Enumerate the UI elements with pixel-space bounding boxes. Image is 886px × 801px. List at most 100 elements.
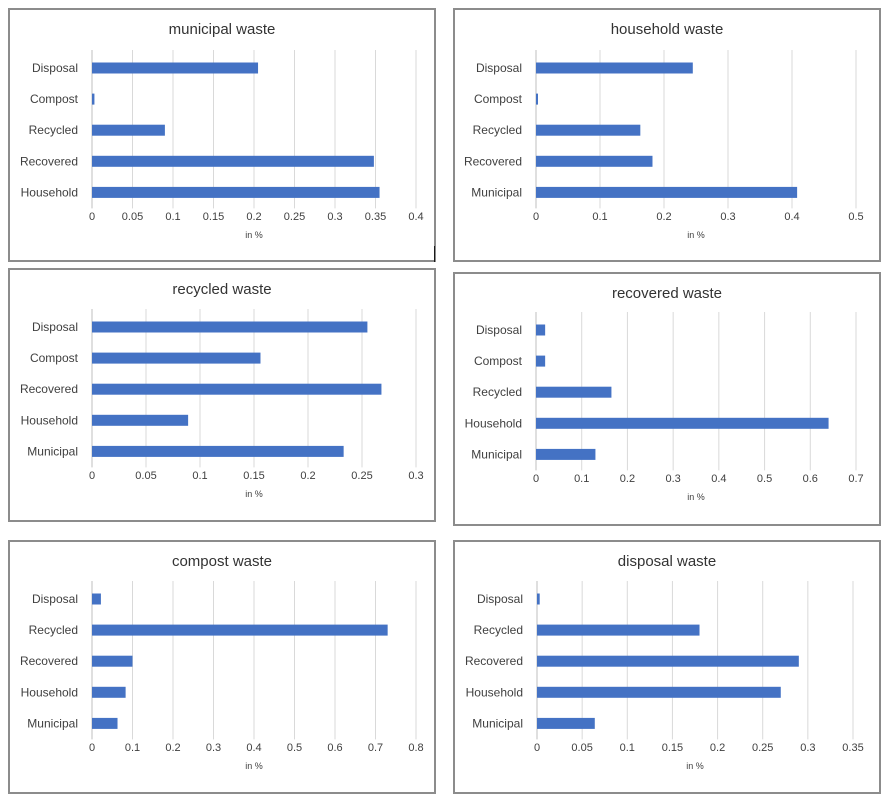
x-tick-label: 0.1 — [574, 473, 589, 485]
category-label: Compost — [30, 351, 79, 365]
bar-recovered — [537, 655, 799, 667]
x-tick-label: 0.1 — [165, 211, 180, 223]
x-tick-label: 0.2 — [656, 211, 671, 223]
bar-disposal — [536, 62, 693, 74]
x-tick-label: 0.05 — [135, 470, 156, 482]
category-label: Household — [21, 685, 78, 699]
category-label: Recycled — [473, 123, 522, 137]
chart-panel-household-waste: household waste 0 0.1 0.2 0.3 0.4 0.5 Disposal C… — [453, 8, 881, 262]
x-tick-label: 0.6 — [327, 742, 342, 754]
chart-title: household waste — [611, 21, 724, 38]
bar-household — [92, 686, 126, 698]
x-tick-label: 0 — [533, 473, 539, 485]
bar-municipal — [537, 717, 595, 729]
x-axis-label: in % — [245, 230, 263, 240]
bar-disposal — [537, 593, 540, 605]
x-tick-label: 0.1 — [192, 470, 207, 482]
x-tick-label: 0.35 — [365, 211, 386, 223]
category-label: Recycled — [474, 623, 523, 637]
category-label: Municipal — [471, 447, 522, 461]
chart-title: disposal waste — [618, 553, 716, 570]
x-tick-label: 0.5 — [848, 211, 863, 223]
category-label: Recycled — [29, 623, 78, 637]
bar-recycled — [92, 124, 165, 136]
x-tick-label: 0.2 — [165, 742, 180, 754]
x-tick-label: 0.4 — [246, 742, 261, 754]
x-axis-label: in % — [686, 761, 704, 771]
category-label: Recovered — [464, 154, 522, 168]
chart-panel-recovered-waste: recovered waste 0 0.1 0.2 0.3 0.4 0.5 0.6 0.7 Dis… — [453, 272, 881, 526]
category-label: Recycled — [473, 385, 522, 399]
category-label: Household — [21, 413, 78, 427]
category-label: Municipal — [27, 444, 78, 458]
x-tick-label: 0.4 — [711, 473, 726, 485]
category-label: Disposal — [32, 320, 78, 334]
category-label: Recovered — [465, 654, 523, 668]
x-tick-label: 0.3 — [665, 473, 680, 485]
x-tick-label: 0 — [89, 742, 95, 754]
x-tick-label: 0.2 — [710, 742, 725, 754]
bar-municipal — [536, 186, 798, 198]
x-axis-label: in % — [687, 492, 705, 502]
category-label: Disposal — [477, 592, 523, 606]
category-label: Municipal — [27, 716, 78, 730]
category-label: Recovered — [20, 382, 78, 396]
x-tick-label: 0.3 — [720, 211, 735, 223]
bar-disposal — [536, 324, 546, 336]
x-tick-label: 0.7 — [368, 742, 383, 754]
chart-svg: household waste 0 0.1 0.2 0.3 0.4 0.5 Disposal C… — [464, 21, 864, 240]
x-tick-label: 0.05 — [571, 742, 592, 754]
x-tick-label: 0.2 — [246, 211, 261, 223]
x-tick-label: 0.6 — [803, 473, 818, 485]
category-label: Recovered — [20, 654, 78, 668]
divider-tick — [434, 246, 435, 262]
chart-svg: compost waste 0 0.1 0.2 0.3 0.4 0.5 0.6 0.7 0.8 Di… — [20, 553, 424, 771]
bar-recovered — [536, 155, 653, 167]
chart-svg: recovered waste 0 0.1 0.2 0.3 0.4 0.5 0.6 0.7 Dis… — [465, 285, 864, 502]
x-tick-label: 0.7 — [848, 473, 863, 485]
x-tick-label: 0.5 — [757, 473, 772, 485]
category-label: Compost — [474, 92, 523, 106]
category-label: Recycled — [29, 123, 78, 137]
bar-compost — [92, 352, 261, 364]
bar-household — [537, 686, 781, 698]
x-axis-label: in % — [245, 761, 263, 771]
x-tick-label: 0.15 — [243, 470, 264, 482]
bar-compost — [92, 93, 95, 105]
x-tick-label: 0.15 — [662, 742, 683, 754]
x-tick-label: 0.15 — [203, 211, 224, 223]
x-tick-label: 0.4 — [408, 211, 423, 223]
bar-recycled — [537, 624, 700, 636]
chart-svg: recycled waste 0 0.05 0.1 0.15 0.2 0.25 0.3 Disp… — [20, 281, 424, 499]
bar-municipal — [536, 448, 596, 460]
x-tick-label: 0.3 — [800, 742, 815, 754]
category-label: Disposal — [476, 61, 522, 75]
chart-title: municipal waste — [169, 21, 276, 38]
x-tick-label: 0.1 — [620, 742, 635, 754]
category-label: Municipal — [472, 716, 523, 730]
bar-recycled — [536, 386, 612, 398]
bar-disposal — [92, 593, 101, 605]
chart-title: recovered waste — [612, 285, 722, 302]
bar-municipal — [92, 445, 344, 457]
x-tick-label: 0.1 — [125, 742, 140, 754]
category-label: Compost — [30, 92, 79, 106]
category-label: Household — [466, 685, 523, 699]
x-tick-label: 0.25 — [752, 742, 773, 754]
x-tick-label: 0 — [534, 742, 540, 754]
chart-svg: disposal waste 0 0.05 0.1 0.15 0.2 0.25 0.3 0.35… — [465, 553, 864, 771]
x-tick-label: 0.35 — [842, 742, 863, 754]
x-tick-label: 0.5 — [287, 742, 302, 754]
chart-panel-recycled-waste: recycled waste 0 0.05 0.1 0.15 0.2 0.25 0.3 Disp… — [8, 268, 436, 522]
x-tick-label: 0 — [89, 470, 95, 482]
x-tick-label: 0.4 — [784, 211, 799, 223]
bar-recovered — [92, 655, 133, 667]
category-label: Disposal — [476, 323, 522, 337]
category-label: Recovered — [20, 154, 78, 168]
chart-panel-disposal-waste: disposal waste 0 0.05 0.1 0.15 0.2 0.25 0.3 0.35… — [453, 540, 881, 794]
x-tick-label: 0.2 — [620, 473, 635, 485]
x-axis-label: in % — [245, 489, 263, 499]
bar-recycled — [536, 124, 641, 136]
chart-svg: municipal waste 0 0.05 0.1 0.15 0.2 0.25 0.3 0.3… — [20, 21, 424, 240]
bar-recycled — [92, 624, 388, 636]
